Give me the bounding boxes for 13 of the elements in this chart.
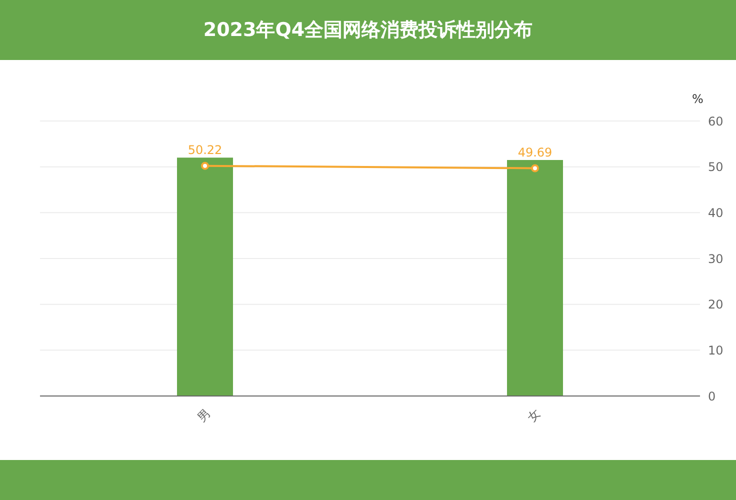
y-axis-title: % [692, 92, 704, 106]
x-tick-label: 男 [194, 406, 214, 425]
chart-title: 2023年Q4全国网络消费投诉性别分布 [0, 0, 736, 60]
y-tick-label: 60 [708, 114, 724, 128]
x-tick-label: 女 [524, 406, 544, 425]
data-label: 49.69 [518, 145, 552, 160]
y-tick-label: 50 [708, 160, 724, 174]
y-tick-label: 30 [708, 252, 724, 266]
y-tick-label: 40 [708, 206, 724, 220]
data-label: 50.22 [188, 142, 222, 157]
y-tick-label: 20 [708, 298, 724, 312]
y-tick-label: 10 [708, 343, 724, 358]
y-tick-label: 0 [708, 389, 716, 404]
